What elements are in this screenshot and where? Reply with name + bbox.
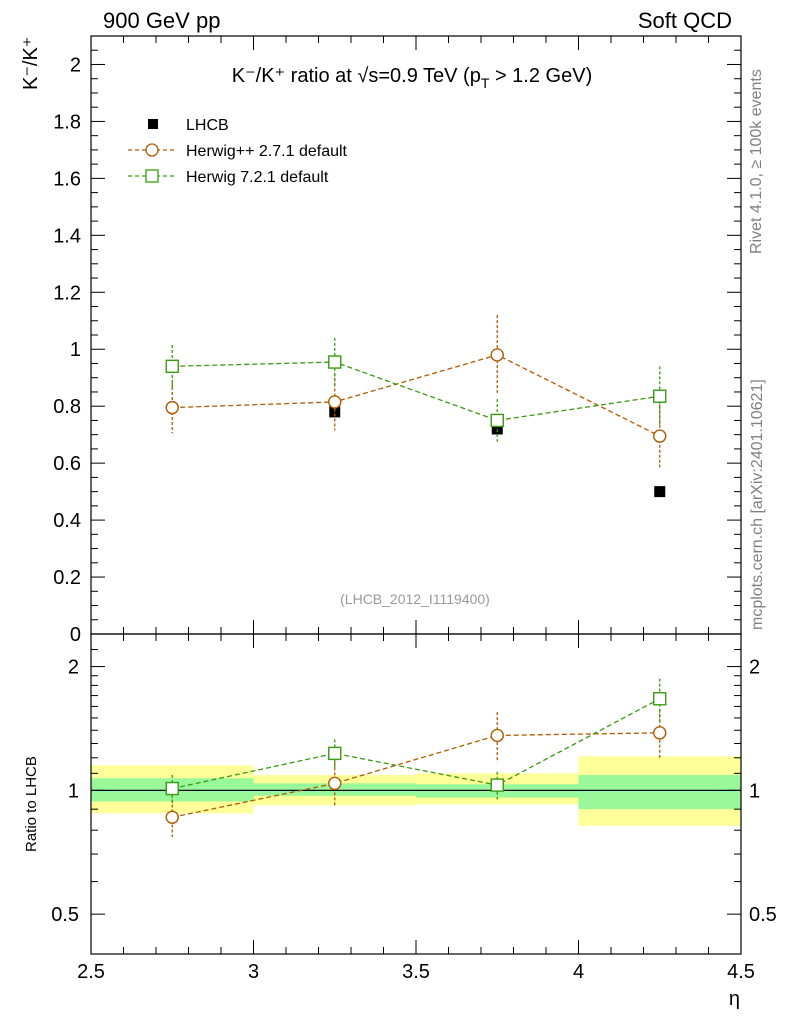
ratio-panel: 0.5 0.5 1 1 2 2 2.5 3 3.5 4 4.5 Ratio to LHCB η [23, 633, 777, 1010]
main-series [165, 315, 667, 498]
ratio-point-herwig-2-7-1-default [328, 776, 342, 791]
analysis-tag: (LHCB_2012_I1119400) [340, 591, 490, 607]
legend-label-herwigpp: Herwig++ 2.7.1 default [186, 143, 348, 160]
main-panel: 0 0.2 0.4 0.6 0.8 1 1.2 1.4 1.6 1.8 2 K⁻/K⁺ ratio … [20, 35, 742, 646]
ratio-point-herwig-2-7-1-default [490, 728, 504, 743]
legend-marker-herwigpp [145, 143, 159, 157]
main-ytick-label: 0.4 [53, 510, 81, 532]
main-point-herwig-2-7-1-default [490, 348, 504, 362]
ratio-x-ticks: 2.5 3 3.5 4 4.5 [77, 634, 755, 983]
main-line-herwig-2-7-1-default [172, 354, 661, 437]
main-ytick-label: 0 [70, 624, 81, 646]
mcplots-label: mcplots.cern.ch [arXiv:2401.10621] [749, 379, 766, 630]
x-axis-label: η [729, 988, 740, 1010]
ratio-ytick-label-right: 1 [749, 780, 760, 802]
main-point-lhcb [329, 406, 341, 418]
main-ytick-label: 0.8 [53, 396, 81, 418]
ratio-ytick-label-right: 2 [749, 657, 760, 679]
ratio-ytick-label-right: 0.5 [749, 904, 777, 926]
ratio-point-herwig-2-7-1-default [653, 726, 667, 740]
main-point-herwig-2-7-1-default [165, 400, 179, 415]
ratio-point-herwig-7-2-1-default [165, 781, 179, 796]
ratio-xtick-label: 4.5 [727, 961, 755, 983]
ratio-xtick-label: 3.5 [402, 961, 430, 983]
main-point-herwig-7-2-1-default [328, 355, 342, 369]
main-ylabel: K⁻/K⁺ [20, 37, 42, 90]
main-x-ticks [90, 36, 742, 634]
main-point-herwig-7-2-1-default [653, 389, 667, 403]
ratio-xtick-label: 4 [573, 961, 584, 983]
ratio-xtick-label: 2.5 [77, 961, 105, 983]
main-point-herwig-7-2-1-default [165, 359, 179, 374]
ratio-ytick-label: 2 [68, 657, 79, 679]
ratio-xtick-label: 3 [248, 961, 259, 983]
main-ytick-label: 1.4 [53, 225, 81, 247]
legend-item-herwig7: Herwig 7.2.1 default [128, 169, 329, 186]
legend: LHCB Herwig++ 2.7.1 default Herwig 7.2.1… [128, 117, 348, 186]
ratio-line-herwig-2-7-1-default [172, 732, 660, 818]
legend-item-herwigpp: Herwig++ 2.7.1 default [128, 143, 348, 160]
main-ytick-label: 1.8 [53, 111, 81, 133]
ratio-point-herwig-7-2-1-default [653, 692, 667, 706]
header-right: Soft QCD [638, 8, 732, 33]
ratio-point-herwig-7-2-1-default [490, 778, 504, 792]
main-point-lhcb [654, 486, 666, 498]
main-point-herwig-2-7-1-default [328, 395, 342, 409]
ratio-y-ticks: 0.5 0.5 1 1 2 2 [51, 633, 777, 955]
main-ytick-label: 2 [70, 54, 81, 76]
header-left: 900 GeV pp [103, 8, 220, 33]
main-title: K⁻/K⁺ ratio at √s=0.9 TeV (pT > 1.2 GeV) [232, 65, 592, 91]
legend-marker-herwig7 [145, 169, 159, 183]
ratio-point-herwig-7-2-1-default [328, 746, 342, 761]
legend-label-herwig7: Herwig 7.2.1 default [186, 169, 329, 186]
main-title-text: K⁻/K⁺ ratio at √s=0.9 TeV (p [232, 65, 481, 87]
legend-label-lhcb: LHCB [186, 117, 229, 134]
main-title-subscript: T [481, 75, 490, 91]
main-ytick-label: 1 [70, 339, 81, 361]
main-ytick-label: 1.2 [53, 282, 81, 304]
ratio-ytick-label: 0.5 [51, 904, 79, 926]
legend-item-lhcb: LHCB [148, 117, 229, 134]
rivet-label: Rivet 4.1.0, ≥ 100k events [748, 69, 765, 254]
main-ytick-label: 0.2 [53, 567, 81, 589]
ratio-line-herwig-7-2-1-default [172, 698, 661, 790]
ratio-ylabel: Ratio to LHCB [23, 756, 40, 852]
ratio-point-herwig-2-7-1-default [165, 810, 179, 824]
ratio-series [165, 678, 667, 838]
main-point-herwig-2-7-1-default [653, 429, 667, 443]
ratio-ytick-label: 1 [68, 780, 79, 802]
main-ytick-label: 0.6 [53, 453, 81, 475]
ratio-band-stat [578, 774, 741, 810]
ratio-bands [91, 756, 741, 826]
legend-marker-lhcb [148, 119, 158, 129]
main-point-lhcb [491, 423, 503, 435]
main-title-tail: > 1.2 GeV) [489, 65, 592, 87]
main-point-herwig-7-2-1-default [490, 413, 504, 428]
main-ytick-label: 1.6 [53, 168, 81, 190]
main-line-herwig-7-2-1-default [172, 361, 660, 422]
main-y-ticks: 0 0.2 0.4 0.6 0.8 1 1.2 1.4 1.6 1.8 2 [53, 35, 741, 646]
